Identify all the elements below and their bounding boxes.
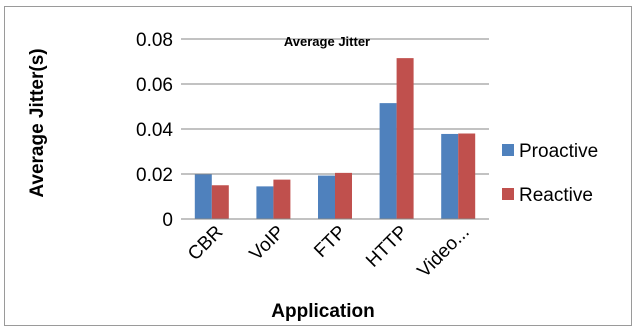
- y-axis-title: Average Jitter(s): [27, 48, 48, 197]
- y-tick-label: 0.02: [136, 165, 173, 186]
- y-tick-label: 0.08: [136, 30, 173, 51]
- bar-reactive-5: [458, 133, 476, 219]
- legend-label-reactive: Reactive: [519, 185, 593, 206]
- bar-proactive-4: [379, 103, 397, 219]
- chart-title: Average Jitter: [284, 34, 370, 49]
- y-tick-label: 0.06: [136, 75, 173, 96]
- x-tick-label: CBR: [184, 222, 227, 265]
- legend-label-proactive: Proactive: [519, 141, 598, 162]
- x-tick-labels: CBR VoIP FTP HTTP Video...: [184, 222, 474, 282]
- bar-reactive-3: [335, 172, 352, 219]
- bar-reactive-4: [396, 58, 414, 219]
- chart-frame: 0 0.02 0.04 0.06 0.08 CBR VoIP FTP HTTP Video...…: [4, 6, 632, 326]
- x-tick-label: FTP: [310, 222, 350, 262]
- x-tick-label: VoIP: [246, 222, 289, 265]
- x-tick-label: Video...: [414, 222, 474, 282]
- y-tick-label: 0.04: [136, 120, 173, 141]
- bar-reactive-1: [211, 185, 229, 219]
- legend: Proactive Reactive: [502, 141, 598, 206]
- bar-chart: 0 0.02 0.04 0.06 0.08 CBR VoIP FTP HTTP Video...…: [27, 30, 598, 322]
- bar-proactive-2: [256, 186, 274, 219]
- bar-proactive-1: [194, 174, 212, 219]
- y-tick-label: 0: [162, 210, 173, 231]
- x-axis-title: Application: [271, 301, 374, 322]
- y-tick-labels: 0 0.02 0.04 0.06 0.08: [136, 30, 173, 231]
- x-tick-label: HTTP: [362, 222, 412, 272]
- bar-reactive-2: [273, 179, 291, 219]
- bar-proactive-5: [441, 133, 459, 219]
- legend-swatch-reactive: [502, 188, 514, 200]
- legend-swatch-proactive: [502, 144, 514, 156]
- bars: [194, 58, 476, 219]
- bar-proactive-3: [318, 175, 335, 219]
